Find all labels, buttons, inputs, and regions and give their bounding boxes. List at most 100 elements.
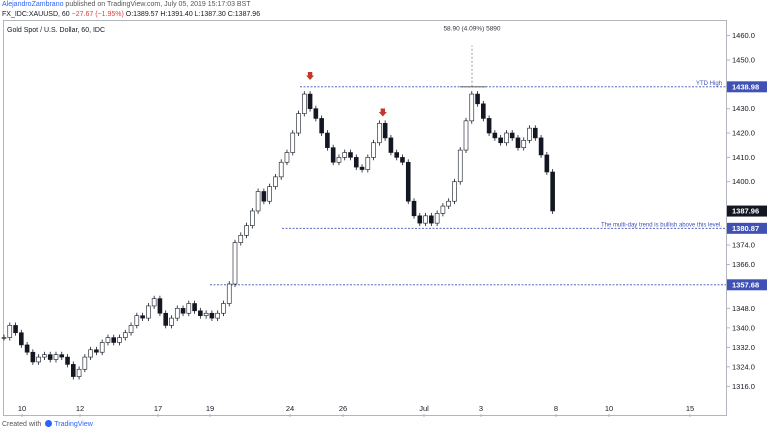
price-label-box bbox=[727, 279, 767, 291]
candle-body bbox=[417, 215, 423, 224]
x-tick-label: Jul bbox=[419, 404, 429, 413]
candle-body bbox=[405, 161, 411, 202]
candle-body bbox=[377, 122, 382, 144]
open-value: O:1389.57 bbox=[125, 11, 159, 18]
candle-body bbox=[7, 325, 13, 338]
candle-body bbox=[65, 356, 70, 365]
candle-body bbox=[319, 118, 324, 134]
candle-body bbox=[532, 127, 538, 139]
candle-body bbox=[186, 303, 192, 314]
candle-body bbox=[267, 186, 272, 202]
candle-body bbox=[180, 308, 186, 314]
y-tick-label: 1348.0 bbox=[732, 304, 755, 313]
price-label-text: 1438.98 bbox=[732, 82, 759, 91]
candle-body bbox=[325, 132, 330, 148]
candle-body bbox=[481, 103, 486, 119]
candle-body bbox=[371, 142, 376, 158]
candle-body bbox=[82, 356, 88, 370]
footer: Created with TradingView bbox=[2, 420, 93, 430]
candle-body bbox=[353, 157, 359, 168]
candle-body bbox=[446, 200, 451, 207]
price-label-text: 1387.96 bbox=[732, 207, 759, 216]
x-tick-label: 12 bbox=[76, 404, 84, 413]
candle-body bbox=[290, 132, 296, 153]
candle-body bbox=[169, 317, 174, 326]
candle-body bbox=[238, 235, 244, 243]
candle-body bbox=[434, 213, 440, 224]
y-tick-label: 1374.0 bbox=[732, 241, 755, 250]
candle-body bbox=[365, 157, 371, 170]
candle-body bbox=[296, 113, 301, 134]
candle-body bbox=[475, 93, 480, 105]
candle-body bbox=[452, 181, 457, 202]
candle-body bbox=[382, 122, 388, 139]
candle-body bbox=[429, 215, 434, 224]
y-tick-label: 1410.0 bbox=[732, 153, 755, 162]
author-link[interactable]: AlejandroZambrano bbox=[2, 1, 64, 8]
candle-body bbox=[1, 337, 7, 339]
footer-prefix: Created with bbox=[2, 421, 42, 428]
candle-body bbox=[47, 354, 53, 360]
y-tick-label: 1450.0 bbox=[732, 55, 755, 64]
measure-label: 58.90 (4.09%) 5890 bbox=[443, 26, 500, 33]
candle-body bbox=[521, 140, 527, 148]
candle-body bbox=[163, 312, 168, 326]
publish-text: published on TradingView.com, July 05, 2… bbox=[63, 1, 251, 8]
candle-body bbox=[388, 137, 394, 153]
candle-body bbox=[42, 354, 47, 358]
candle-body bbox=[111, 337, 117, 343]
candle-body bbox=[527, 127, 532, 141]
candle-body bbox=[30, 351, 36, 363]
candle-body bbox=[544, 154, 550, 173]
y-tick-label: 1332.0 bbox=[732, 343, 755, 352]
candle-body bbox=[146, 305, 151, 319]
candle-body bbox=[504, 132, 509, 144]
candle-body bbox=[203, 312, 209, 316]
candle-body bbox=[255, 191, 261, 212]
chart-frame bbox=[3, 20, 727, 416]
y-tick-label: 1316.0 bbox=[732, 382, 755, 391]
candle-body bbox=[71, 364, 76, 377]
x-tick-label: 10 bbox=[18, 404, 26, 413]
sell-arrow-icon bbox=[378, 108, 387, 117]
tradingview-link[interactable]: TradingView bbox=[54, 421, 93, 428]
candle-body bbox=[515, 137, 521, 148]
candle-body bbox=[457, 149, 463, 183]
candle-body bbox=[134, 315, 140, 326]
x-tick-label: 19 bbox=[206, 404, 214, 413]
candle-body bbox=[440, 205, 446, 214]
candle-body bbox=[463, 120, 469, 151]
price-label-text: 1357.68 bbox=[732, 280, 759, 289]
candle-body bbox=[348, 152, 353, 158]
candle-body bbox=[261, 191, 267, 202]
change-value: −27.67 (−1.95%) bbox=[71, 11, 124, 18]
publish-info: AlejandroZambrano published on TradingVi… bbox=[2, 0, 251, 9]
sell-arrow-icon bbox=[306, 72, 315, 81]
candle-body bbox=[307, 93, 313, 109]
y-tick-label: 1340.0 bbox=[732, 323, 755, 332]
candle-body bbox=[250, 210, 255, 226]
price-label-box bbox=[727, 205, 767, 217]
candle-body bbox=[423, 215, 428, 224]
candle-body bbox=[400, 157, 405, 163]
level-line-label: The multi-day trend is bullish above thi… bbox=[601, 222, 722, 228]
tradingview-logo-icon bbox=[45, 420, 53, 427]
candle-body bbox=[394, 152, 400, 158]
candle-body bbox=[53, 354, 59, 360]
candle-body bbox=[192, 303, 197, 312]
candle-body bbox=[359, 166, 365, 170]
candle-body bbox=[157, 298, 163, 314]
candle-body bbox=[469, 93, 475, 122]
candle-body bbox=[550, 171, 555, 212]
x-tick-label: 26 bbox=[339, 404, 347, 413]
high-value: H:1391.40 bbox=[160, 11, 193, 18]
candle-body bbox=[284, 152, 290, 163]
x-tick-label: 3 bbox=[479, 404, 483, 413]
low-value: L:1387.30 bbox=[194, 11, 226, 18]
price-label-box bbox=[727, 222, 767, 234]
candle-body bbox=[330, 147, 336, 163]
candle-body bbox=[244, 225, 249, 236]
chart-title: Gold Spot / U.S. Dollar, 60, IDC bbox=[7, 27, 106, 34]
candle-body bbox=[215, 312, 220, 319]
